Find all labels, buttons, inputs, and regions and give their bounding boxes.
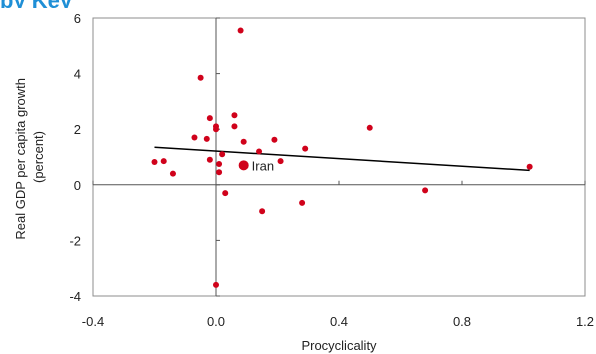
x-tick-label: 0.4 (330, 314, 348, 329)
y-axis-label: Real GDP per capita growth (percent) (13, 74, 46, 239)
x-tick-label: -0.4 (82, 314, 104, 329)
axes-layer (92, 17, 586, 297)
data-point (526, 163, 533, 170)
data-point (259, 208, 266, 215)
data-point (206, 156, 213, 163)
figure-title-fragment: by Key (0, 0, 72, 8)
data-point (422, 187, 429, 194)
data-point (216, 160, 223, 167)
y-tick-label: -4 (69, 289, 81, 304)
data-point (197, 74, 204, 81)
x-tick-label: 0.8 (453, 314, 471, 329)
data-point (237, 27, 244, 34)
data-point (366, 124, 373, 131)
highlight-label: Iran (252, 158, 274, 173)
data-point (206, 115, 213, 122)
data-point (203, 135, 210, 142)
data-point (191, 134, 198, 141)
x-axis-label: Procyclicality (301, 338, 377, 353)
y-axis-label-line-2: (percent) (31, 131, 46, 183)
y-tick-label: 6 (74, 11, 81, 26)
data-point (169, 170, 176, 177)
data-point (256, 148, 263, 155)
data-point (277, 158, 284, 165)
trendline (154, 146, 530, 172)
y-tick-label: 0 (74, 178, 81, 193)
data-point (213, 281, 219, 288)
data-point (231, 112, 238, 119)
data-point (231, 123, 238, 130)
data-point (151, 159, 158, 166)
y-tick-label: 2 (74, 122, 81, 137)
data-point (216, 169, 223, 176)
data-point (160, 158, 167, 165)
y-axis-label-line-1: Real GDP per capita growth (13, 78, 28, 240)
x-tick-label: 1.2 (576, 314, 594, 329)
plot-area (92, 17, 586, 297)
highlight-point (238, 160, 249, 171)
data-point (213, 126, 219, 133)
y-tick-labels: 6 4 2 0 -2 -4 (69, 11, 81, 304)
highlight-layer: Iran (238, 158, 274, 173)
trendline-layer (154, 146, 530, 172)
data-point (222, 190, 229, 197)
data-point (302, 145, 309, 152)
y-tick-label: -2 (69, 233, 81, 248)
x-tick-label: 0.0 (207, 314, 225, 329)
data-point (219, 151, 226, 158)
data-points (151, 27, 533, 288)
y-tick-label: 4 (74, 67, 81, 82)
x-tick-labels: -0.4 0.0 0.4 0.8 1.2 (82, 314, 594, 329)
data-point (271, 136, 278, 143)
data-point (240, 138, 247, 145)
data-point (299, 199, 306, 206)
